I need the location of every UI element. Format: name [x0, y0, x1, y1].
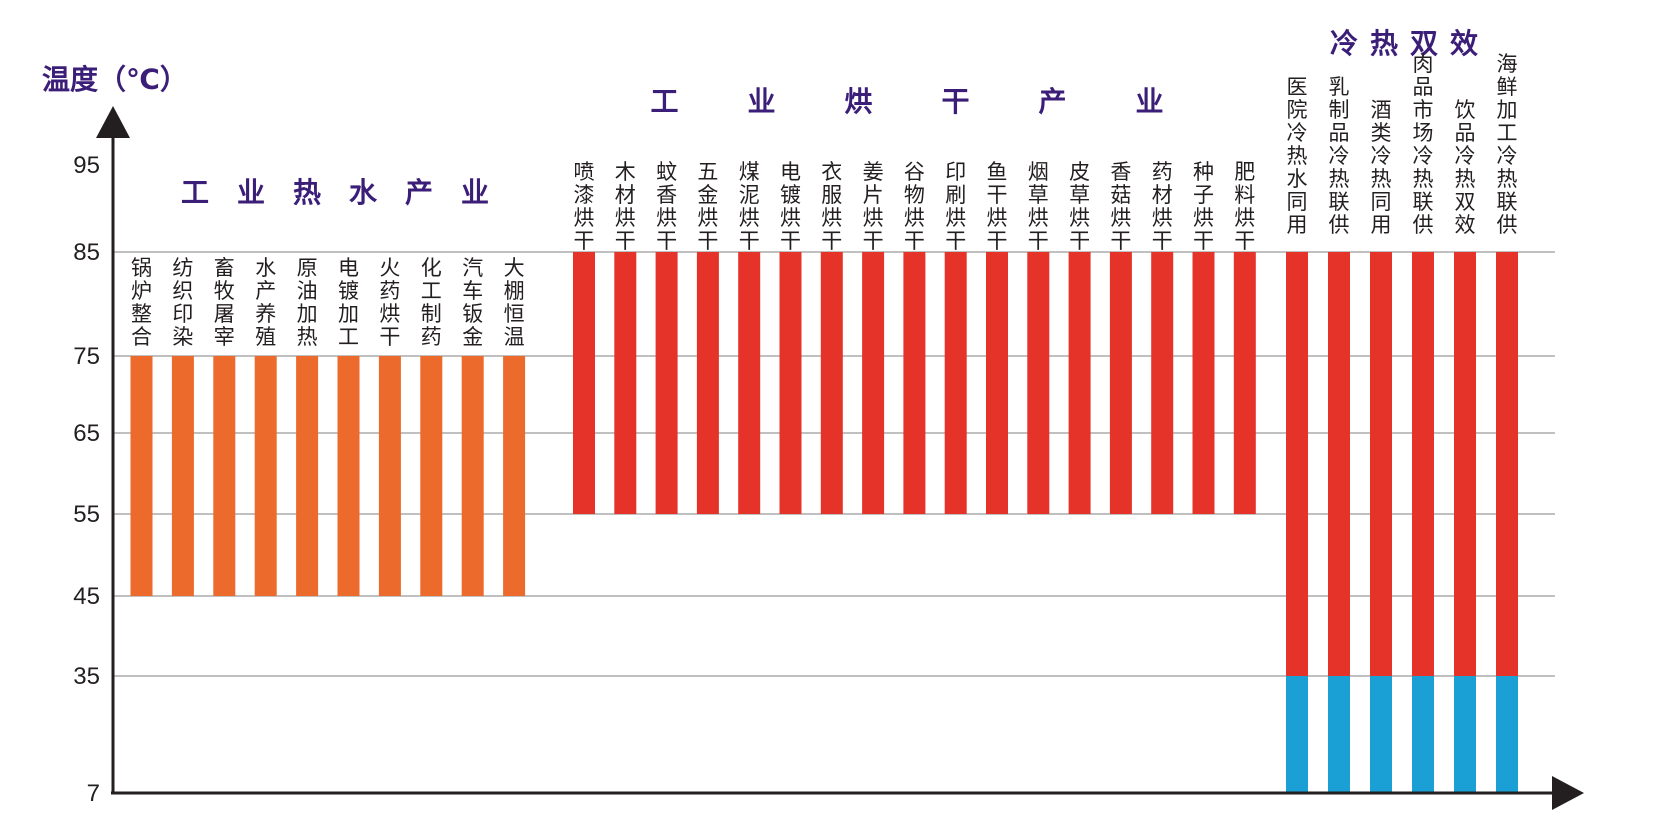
category-label: 汽车钣金 [462, 256, 483, 349]
bar-1-15 [1192, 252, 1215, 514]
group-titles: 工业热水产业 工业烘干产业 冷热双效 [181, 27, 1478, 209]
y-tick-label: 35 [73, 663, 100, 690]
bar-1-11 [1027, 252, 1050, 514]
bar-0-7 [420, 356, 443, 596]
y-tick-label: 45 [73, 583, 100, 610]
category-label: 畜牧屠宰 [214, 256, 235, 349]
category-label: 乳制品冷热联供 [1329, 75, 1350, 237]
bar-1-4 [738, 252, 761, 514]
bar-1-16 [1233, 252, 1256, 514]
bar-1-3 [696, 252, 719, 514]
axes [96, 106, 1584, 810]
bar-2-3 [1412, 252, 1434, 676]
bar-1-1 [614, 252, 637, 514]
category-label: 医院冷热水同用 [1287, 75, 1308, 237]
x-axis-arrow-icon [1552, 776, 1584, 810]
bar-2-5-lower [1496, 676, 1518, 793]
y-axis-arrow-icon [96, 106, 130, 138]
category-label: 肥料烘干 [1234, 160, 1255, 253]
bar-1-8 [903, 252, 926, 514]
bars [130, 252, 1518, 793]
bar-2-3-lower [1412, 676, 1434, 793]
bar-1-13 [1109, 252, 1132, 514]
bar-1-5 [779, 252, 802, 514]
bar-1-7 [862, 252, 885, 514]
bar-1-6 [820, 252, 843, 514]
bar-0-6 [378, 356, 401, 596]
category-label: 纺织印染 [172, 256, 193, 349]
category-label: 姜片烘干 [863, 160, 884, 253]
category-label: 五金烘干 [697, 160, 718, 253]
category-label: 蚊香烘干 [656, 160, 677, 253]
category-label: 喷漆烘干 [574, 160, 595, 253]
category-label: 大棚恒温 [504, 256, 525, 349]
category-label: 种子烘干 [1193, 160, 1214, 253]
bar-1-9 [944, 252, 967, 514]
group-title: 冷热双效 [1330, 27, 1478, 60]
y-tick-label: 65 [73, 420, 100, 447]
bar-0-1 [171, 356, 194, 596]
category-label: 烟草烘干 [1028, 160, 1049, 253]
category-label: 香菇烘干 [1110, 160, 1131, 253]
category-label: 化工制药 [421, 256, 442, 349]
category-label: 鱼干烘干 [987, 160, 1008, 253]
bar-2-0-lower [1286, 676, 1308, 793]
bar-2-5 [1496, 252, 1518, 676]
bar-0-3 [254, 356, 277, 596]
category-label: 锅炉整合 [131, 256, 152, 349]
category-label: 海鲜加工冷热联供 [1497, 52, 1518, 237]
bar-1-2 [655, 252, 678, 514]
bar-1-0 [573, 252, 595, 514]
bar-1-14 [1151, 252, 1174, 514]
y-tick-label: 7 [87, 780, 100, 807]
y-tick-label: 85 [73, 239, 100, 266]
y-tick-label: 95 [73, 152, 100, 179]
bar-2-2-lower [1370, 676, 1392, 793]
bar-1-12 [1068, 252, 1091, 514]
category-label: 谷物烘干 [904, 160, 925, 253]
category-label: 药材烘干 [1152, 160, 1173, 253]
bar-2-1 [1328, 252, 1350, 676]
y-tick-label: 55 [73, 501, 100, 528]
bar-2-2 [1370, 252, 1392, 676]
y-tick-labels: 7 35 45 55 65 75 85 95 [73, 152, 100, 807]
y-tick-label: 75 [73, 343, 100, 370]
bar-0-5 [337, 356, 360, 596]
y-axis-label: 温度（℃） [42, 63, 188, 96]
bar-0-9 [503, 356, 526, 596]
bar-0-0 [130, 356, 153, 596]
category-label: 印刷烘干 [945, 160, 966, 253]
bar-2-1-lower [1328, 676, 1350, 793]
bar-0-4 [296, 356, 319, 596]
category-label: 电镀加工 [338, 256, 359, 349]
category-label: 衣服烘干 [821, 160, 842, 253]
category-label: 酒类冷热同用 [1371, 98, 1392, 237]
category-label: 饮品冷热双效 [1455, 98, 1476, 237]
bar-2-0 [1286, 252, 1308, 676]
bar-1-10 [986, 252, 1008, 514]
category-label: 煤泥烘干 [739, 160, 760, 253]
category-labels: 锅炉整合纺织印染畜牧屠宰水产养殖原油加热电镀加工火药烘干化工制药汽车钣金大棚恒温… [131, 52, 1518, 349]
category-label: 火药烘干 [379, 256, 400, 349]
category-label: 原油加热 [297, 256, 318, 349]
category-label: 肉品市场冷热联供 [1413, 52, 1434, 237]
bar-2-4-lower [1454, 676, 1476, 793]
group-title: 工业烘干产业 [650, 85, 1163, 118]
group-title: 工业热水产业 [181, 176, 489, 209]
bar-2-4 [1454, 252, 1476, 676]
category-label: 水产养殖 [255, 256, 276, 349]
category-label: 电镀烘干 [780, 160, 801, 253]
bar-0-8 [461, 356, 484, 596]
category-label: 木材烘干 [615, 160, 636, 253]
bar-0-2 [213, 356, 236, 596]
category-label: 皮草烘干 [1069, 160, 1090, 253]
